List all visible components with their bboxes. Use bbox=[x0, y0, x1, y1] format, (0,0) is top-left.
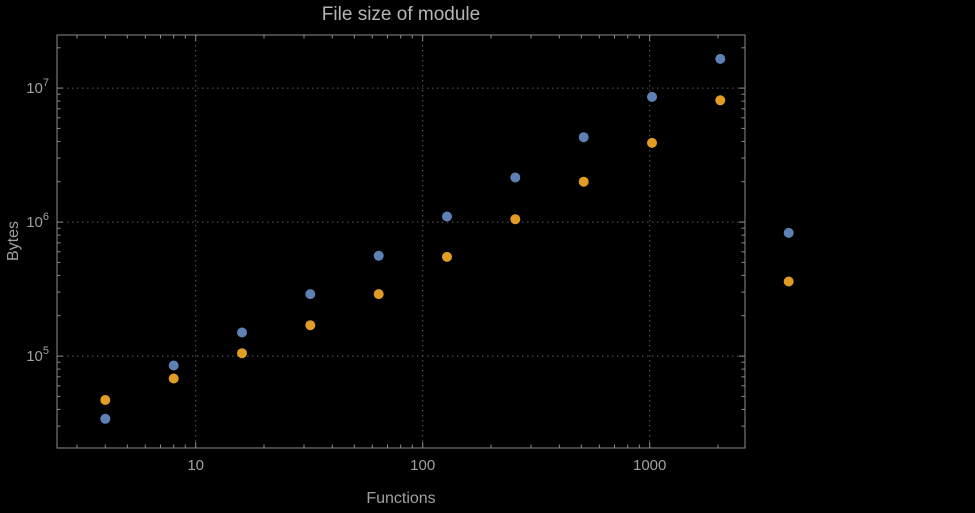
data-point-blue bbox=[715, 53, 726, 64]
data-point-orange bbox=[168, 373, 179, 384]
data-point-blue bbox=[510, 172, 521, 183]
data-point-blue bbox=[647, 91, 657, 102]
data-point-blue bbox=[783, 227, 794, 238]
plot-frame bbox=[56, 34, 746, 449]
x-axis-label: Functions bbox=[366, 490, 436, 507]
x-tick-label: 10 bbox=[187, 457, 204, 474]
data-point-blue bbox=[373, 250, 384, 261]
x-tick-label: 100 bbox=[410, 457, 435, 474]
x-tick-label: 1000 bbox=[633, 457, 666, 474]
y-tick-label: 105 bbox=[26, 345, 49, 365]
data-point-orange bbox=[237, 348, 247, 359]
data-point-orange bbox=[510, 214, 521, 225]
data-point-orange bbox=[373, 289, 384, 300]
data-point-blue bbox=[100, 413, 111, 424]
data-point-orange bbox=[578, 176, 589, 187]
chart-title: File size of module bbox=[321, 4, 481, 25]
data-point-blue bbox=[578, 132, 589, 143]
data-point-blue bbox=[168, 360, 179, 371]
data-point-orange bbox=[783, 276, 794, 287]
y-tick-label: 107 bbox=[26, 77, 49, 97]
data-point-blue bbox=[237, 327, 247, 338]
data-point-blue bbox=[442, 211, 452, 222]
data-point-orange bbox=[100, 395, 111, 405]
data-point-blue bbox=[305, 289, 316, 300]
y-tick-label: 106 bbox=[26, 211, 49, 231]
data-point-orange bbox=[647, 137, 657, 148]
data-point-orange bbox=[305, 320, 316, 331]
data-point-orange bbox=[715, 95, 726, 106]
data-point-orange bbox=[442, 251, 452, 262]
